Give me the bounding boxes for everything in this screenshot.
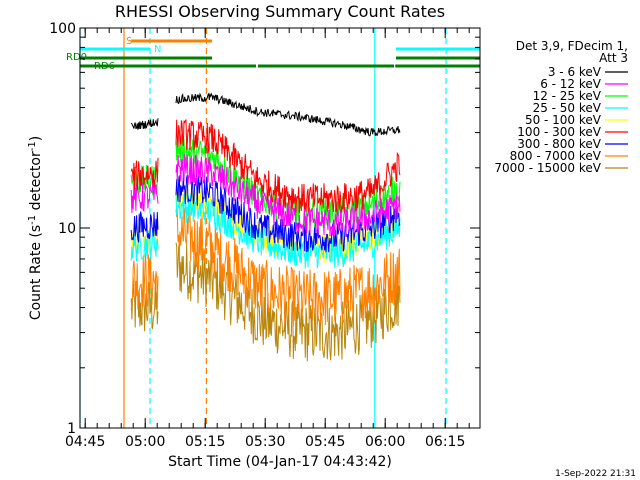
legend-entry-label: 300 - 800 keV	[517, 137, 601, 151]
legend-entry-label: 50 - 100 keV	[525, 113, 602, 127]
legend-entry-label: 7000 - 15000 keV	[494, 161, 601, 175]
y-axis-label-sup-1: -1	[27, 215, 38, 225]
series-line-5	[130, 157, 159, 190]
legend-entry-label: 3 - 6 keV	[548, 65, 602, 79]
x-tick-label: 05:15	[185, 434, 225, 450]
status-bar-label: S	[126, 36, 132, 47]
series-line-5	[175, 119, 401, 214]
series-line-1	[130, 181, 159, 214]
timestamp: 1-Sep-2022 21:31	[555, 469, 636, 479]
series-line-6	[175, 174, 401, 253]
x-axis-ticks: 04:45 05:00 05:15 05:30 05:45 06:00 06:15	[65, 28, 470, 450]
series-line-3	[175, 192, 401, 269]
legend-entry-label: 100 - 300 keV	[517, 125, 601, 139]
chart-title: RHESSI Observing Summary Count Rates	[115, 2, 445, 21]
y-axis-ticks: 1 10 100	[49, 21, 480, 437]
y-axis-label-sup-2: -1	[27, 141, 38, 151]
series-line-6	[130, 211, 159, 243]
series-layer	[130, 92, 401, 362]
x-tick-label: 06:00	[365, 434, 405, 450]
x-tick-label: 04:45	[65, 434, 105, 450]
y-tick-label: 100	[49, 21, 76, 37]
legend-entry-label: 25 - 50 keV	[533, 101, 602, 115]
series-line-1	[175, 153, 401, 237]
y-axis-label-main: Count Rate (s	[28, 225, 44, 320]
y-axis-label-end: )	[28, 136, 44, 141]
y-axis-label: Count Rate (s-1 detector-1)	[27, 136, 44, 320]
legend-header-line: Att 3	[599, 51, 628, 65]
x-tick-label: 05:45	[305, 434, 345, 450]
legend-header-line: Det 3,9, FDecim 1,	[516, 39, 628, 53]
status-bar-label: RD0	[66, 52, 87, 63]
legend-entry-label: 12 - 25 keV	[533, 89, 602, 103]
y-tick-label: 1	[67, 421, 76, 437]
series-line-7	[130, 251, 159, 310]
series-line-8	[130, 277, 159, 332]
y-axis-label-tail: detector	[28, 151, 44, 215]
y-tick-label: 10	[58, 221, 76, 237]
series-line-0	[175, 92, 401, 137]
x-tick-label: 05:30	[245, 434, 285, 450]
series-line-7	[175, 207, 401, 328]
x-tick-label: 06:15	[425, 434, 465, 450]
x-tick-label: 05:00	[125, 434, 165, 450]
x-axis-label: Start Time (04-Jan-17 04:43:42)	[168, 454, 392, 470]
status-bar-label: N	[154, 44, 161, 55]
status-bar-label: RD6	[94, 61, 115, 72]
series-line-0	[130, 118, 159, 130]
legend-entry-label: 800 - 7000 keV	[510, 149, 602, 163]
legend-entry-label: 6 - 12 keV	[540, 77, 602, 91]
status-bars: S N RD0 RD6	[66, 36, 480, 72]
